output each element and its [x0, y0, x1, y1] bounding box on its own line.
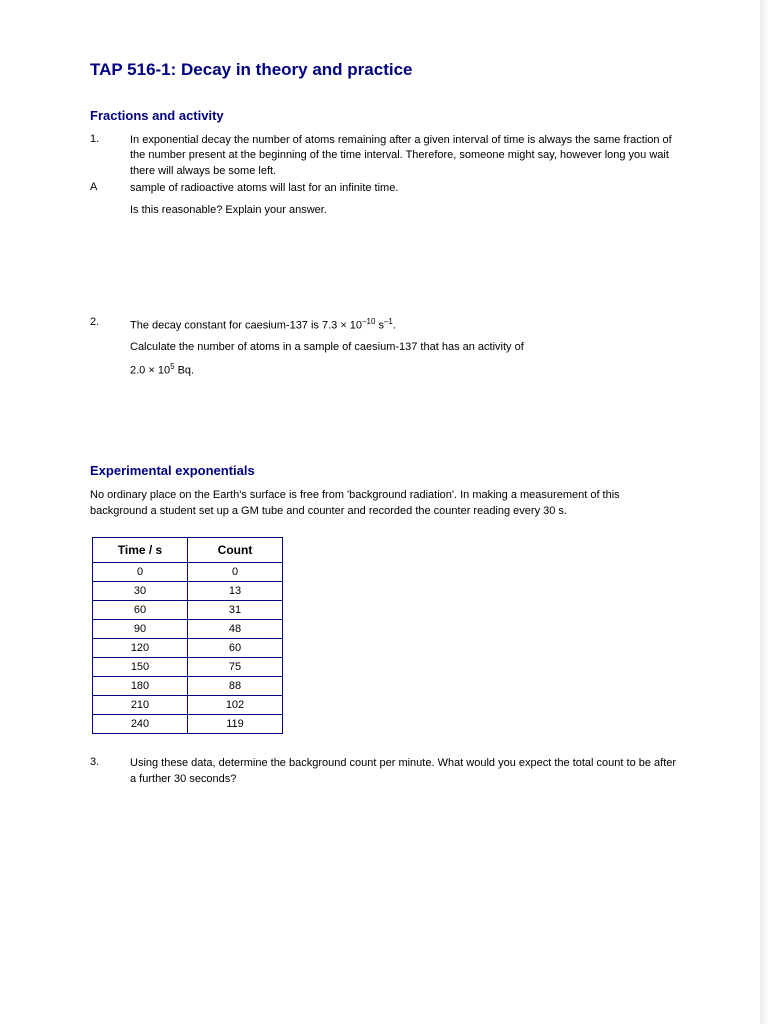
- table-cell: 60: [188, 639, 283, 658]
- exponent: –1: [384, 317, 393, 326]
- question-3: 3. Using these data, determine the backg…: [90, 756, 678, 787]
- formula-text: .: [393, 320, 396, 332]
- question-text: Using these data, determine the backgrou…: [130, 756, 678, 787]
- table-row: 00: [93, 563, 283, 582]
- question-formula: 2.0 × 105 Bq.: [130, 361, 678, 379]
- question-number: 2.: [90, 316, 130, 328]
- exponent: –10: [362, 317, 375, 326]
- formula-text: s: [375, 320, 384, 332]
- table-cell: 180: [93, 677, 188, 696]
- question-subtext: Is this reasonable? Explain your answer.: [130, 203, 678, 218]
- table-cell: 48: [188, 620, 283, 639]
- question-text: The decay constant for caesium-137 is 7.…: [130, 316, 678, 334]
- table-cell: 90: [93, 620, 188, 639]
- table-cell: 30: [93, 582, 188, 601]
- table-cell: 210: [93, 696, 188, 715]
- question-subtext: Calculate the number of atoms in a sampl…: [130, 340, 678, 355]
- table-row: 3013: [93, 582, 283, 601]
- table-cell: 0: [93, 563, 188, 582]
- table-row: 12060: [93, 639, 283, 658]
- page-title: TAP 516-1: Decay in theory and practice: [90, 60, 678, 80]
- section-heading-fractions: Fractions and activity: [90, 108, 678, 123]
- section-intro: No ordinary place on the Earth's surface…: [90, 488, 678, 519]
- question-1: 1. In exponential decay the number of at…: [90, 133, 678, 218]
- table-cell: 13: [188, 582, 283, 601]
- table-cell: 75: [188, 658, 283, 677]
- table-cell: 31: [188, 601, 283, 620]
- table-row: 9048: [93, 620, 283, 639]
- table-cell: 120: [93, 639, 188, 658]
- answer-space: [90, 387, 678, 457]
- question-marker: A: [90, 181, 130, 193]
- table-row: 15075: [93, 658, 283, 677]
- data-table: Time / s Count 0030136031904812060150751…: [92, 537, 283, 734]
- table-row: 210102: [93, 696, 283, 715]
- table-cell: 102: [188, 696, 283, 715]
- table-cell: 119: [188, 715, 283, 734]
- formula-text: The decay constant for caesium-137 is 7.…: [130, 320, 362, 332]
- question-number: 1.: [90, 133, 130, 145]
- question-row: 3. Using these data, determine the backg…: [90, 756, 678, 787]
- table-cell: 150: [93, 658, 188, 677]
- answer-space: [90, 226, 678, 316]
- table-row: 18088: [93, 677, 283, 696]
- question-row: 1. In exponential decay the number of at…: [90, 133, 678, 179]
- section-heading-experimental: Experimental exponentials: [90, 463, 678, 478]
- table-row: 240119: [93, 715, 283, 734]
- question-text: sample of radioactive atoms will last fo…: [130, 181, 678, 196]
- table-header-row: Time / s Count: [93, 538, 283, 563]
- table-row: 6031: [93, 601, 283, 620]
- question-row: 2. The decay constant for caesium-137 is…: [90, 316, 678, 334]
- page-shadow: [760, 0, 768, 1024]
- table-cell: 240: [93, 715, 188, 734]
- formula-text: 2.0 × 10: [130, 365, 170, 377]
- table-header: Count: [188, 538, 283, 563]
- document-page: TAP 516-1: Decay in theory and practice …: [0, 0, 768, 1024]
- question-number: 3.: [90, 756, 130, 768]
- table-cell: 88: [188, 677, 283, 696]
- table-cell: 60: [93, 601, 188, 620]
- question-text: In exponential decay the number of atoms…: [130, 133, 678, 179]
- question-2: 2. The decay constant for caesium-137 is…: [90, 316, 678, 379]
- table-cell: 0: [188, 563, 283, 582]
- question-row: A sample of radioactive atoms will last …: [90, 181, 678, 196]
- formula-text: Bq.: [175, 365, 195, 377]
- table-header: Time / s: [93, 538, 188, 563]
